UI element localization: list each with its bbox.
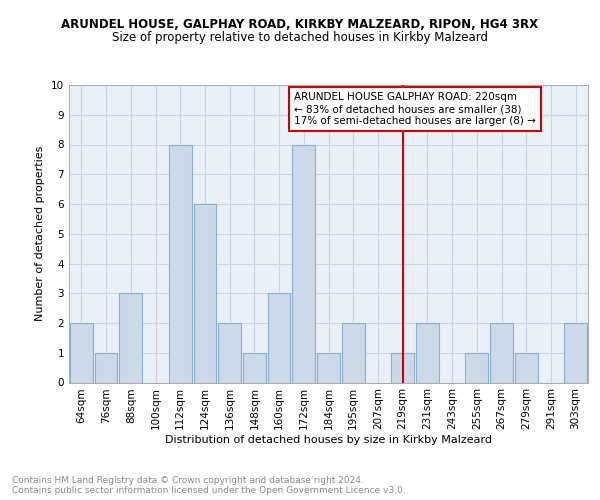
Bar bbox=[317, 353, 340, 382]
Bar bbox=[515, 353, 538, 382]
Bar bbox=[243, 353, 266, 382]
Bar bbox=[466, 353, 488, 382]
Bar bbox=[194, 204, 216, 382]
Bar bbox=[342, 323, 365, 382]
Y-axis label: Number of detached properties: Number of detached properties bbox=[35, 146, 46, 322]
Bar bbox=[119, 293, 142, 382]
Bar bbox=[169, 144, 191, 382]
Bar bbox=[416, 323, 439, 382]
Bar bbox=[292, 144, 315, 382]
Bar bbox=[218, 323, 241, 382]
Bar bbox=[391, 353, 414, 382]
Bar bbox=[70, 323, 93, 382]
Bar bbox=[490, 323, 513, 382]
Bar bbox=[268, 293, 290, 382]
Text: Contains HM Land Registry data © Crown copyright and database right 2024.
Contai: Contains HM Land Registry data © Crown c… bbox=[12, 476, 406, 495]
Text: ARUNDEL HOUSE GALPHAY ROAD: 220sqm
← 83% of detached houses are smaller (38)
17%: ARUNDEL HOUSE GALPHAY ROAD: 220sqm ← 83%… bbox=[294, 92, 536, 126]
Bar bbox=[95, 353, 118, 382]
Bar bbox=[564, 323, 587, 382]
Text: Size of property relative to detached houses in Kirkby Malzeard: Size of property relative to detached ho… bbox=[112, 31, 488, 44]
Text: ARUNDEL HOUSE, GALPHAY ROAD, KIRKBY MALZEARD, RIPON, HG4 3RX: ARUNDEL HOUSE, GALPHAY ROAD, KIRKBY MALZ… bbox=[61, 18, 539, 30]
X-axis label: Distribution of detached houses by size in Kirkby Malzeard: Distribution of detached houses by size … bbox=[165, 435, 492, 445]
